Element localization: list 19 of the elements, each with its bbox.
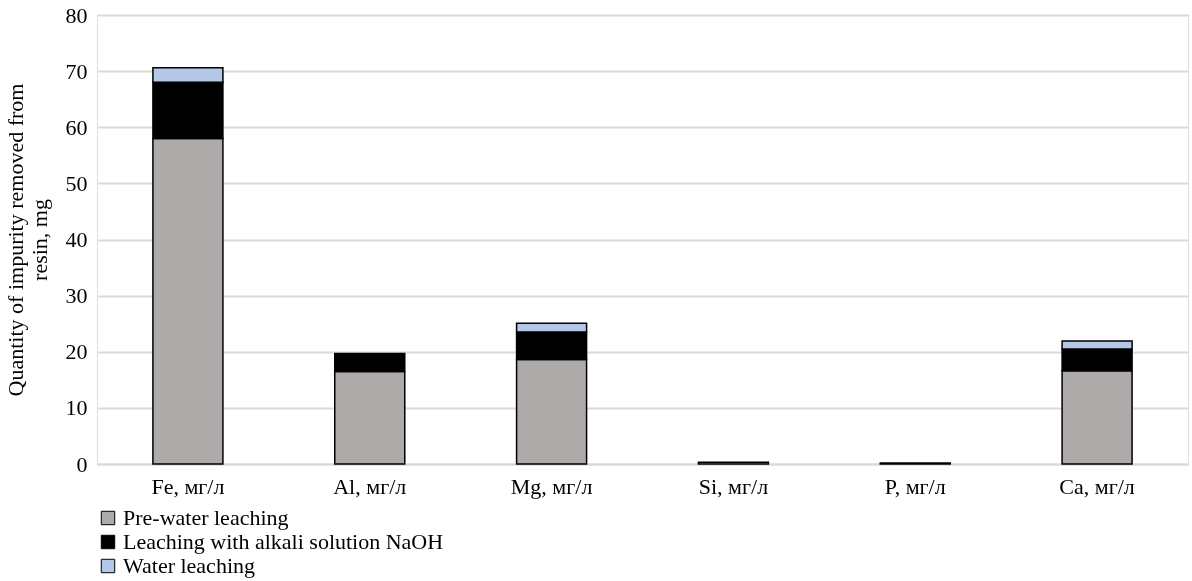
- x-tick-label: Ca, мг/л: [1059, 473, 1135, 499]
- x-tick-label: Mg, мг/л: [510, 473, 593, 499]
- x-tick-label: Fe, мг/л: [151, 473, 225, 499]
- y-tick-label: 70: [65, 58, 88, 84]
- legend-label: Water leaching: [123, 553, 255, 578]
- y-tick-label: 50: [65, 170, 88, 196]
- x-tick-label: P, мг/л: [884, 473, 946, 499]
- x-tick-label: Al, мг/л: [333, 473, 407, 499]
- y-tick-label: 30: [65, 283, 88, 309]
- y-tick-label: 60: [65, 114, 88, 140]
- y-tick-label: 0: [76, 451, 88, 477]
- y-axis-title: Quantity of impurity removed from resin, mg: [2, 83, 52, 397]
- y-tick-label: 40: [65, 227, 88, 252]
- y-tick-label: 10: [65, 395, 88, 421]
- legend-label: Pre-water leaching: [123, 505, 289, 530]
- y-tick-label: 20: [65, 339, 88, 365]
- legend-label: Leaching with alkali solution NaOH: [123, 529, 444, 554]
- y-tick-label: 80: [65, 2, 88, 28]
- x-tick-label: Si, мг/л: [698, 473, 769, 499]
